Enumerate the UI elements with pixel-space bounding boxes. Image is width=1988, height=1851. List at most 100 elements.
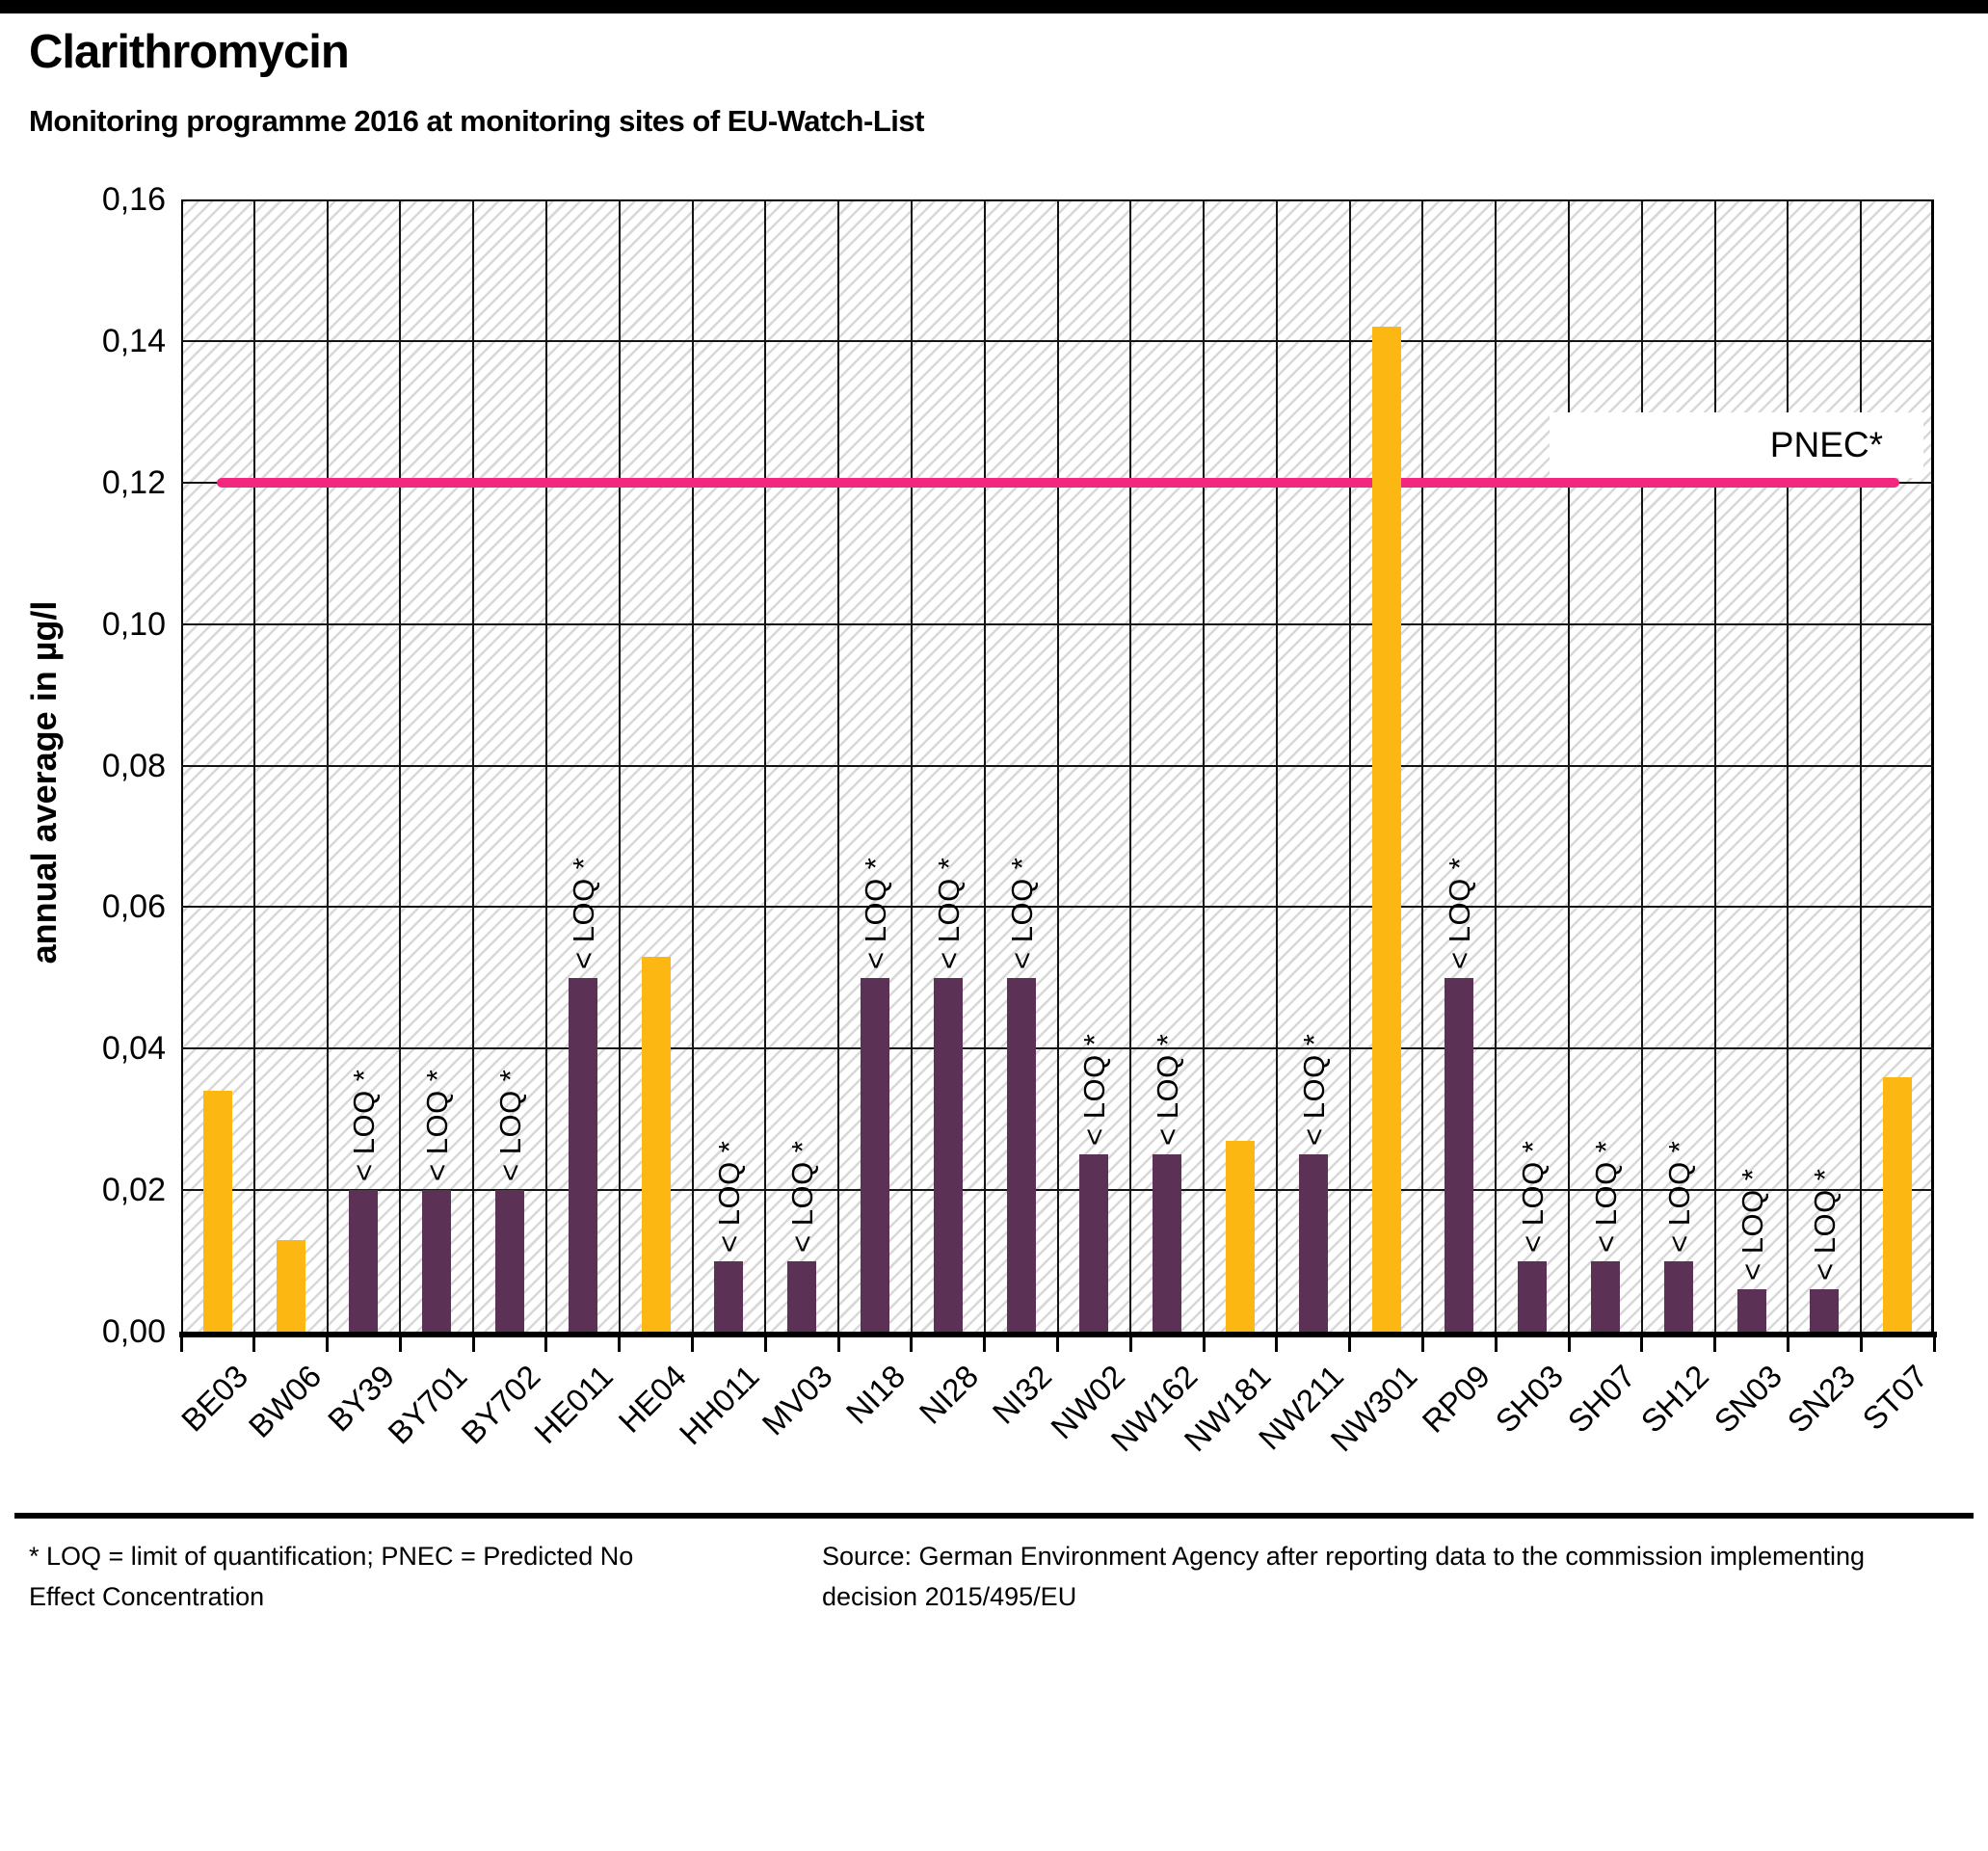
x-axis-tick — [179, 1337, 183, 1352]
x-tick-label-text: SN03 — [1707, 1358, 1789, 1440]
loq-annotation: < LOQ * — [347, 1069, 382, 1182]
x-axis-tick — [763, 1337, 767, 1352]
chart-subtitle: Monitoring programme 2016 at monitoring … — [29, 104, 924, 138]
loq-annotation: < LOQ * — [859, 857, 893, 969]
bar-ST07 — [1883, 1076, 1913, 1332]
bar-SN23 — [1810, 1288, 1840, 1332]
bar-MV03 — [787, 1260, 817, 1332]
x-tick-label-text: ST07 — [1855, 1358, 1935, 1438]
gridline-v — [472, 199, 475, 1332]
loq-annotation: < LOQ * — [566, 857, 600, 969]
gridline-v — [1787, 199, 1789, 1332]
x-tick-label-text: SH03 — [1488, 1358, 1570, 1440]
bar-HE04 — [641, 956, 671, 1332]
x-axis-tick — [1859, 1337, 1863, 1352]
x-tick-label-text: MV03 — [755, 1358, 839, 1442]
bar-SH07 — [1590, 1260, 1620, 1332]
gridline-v — [1640, 199, 1643, 1332]
x-axis-tick — [326, 1337, 330, 1352]
y-tick-label: 0,04 — [101, 1030, 166, 1068]
y-tick-label: 0,14 — [101, 322, 166, 359]
bar-NW301 — [1371, 327, 1401, 1332]
loq-annotation: < LOQ * — [1661, 1140, 1696, 1253]
loq-annotation: < LOQ * — [712, 1140, 747, 1253]
bar-NW211 — [1298, 1154, 1328, 1332]
gridline-v — [1568, 199, 1571, 1332]
source-text: Source: German Environment Agency after … — [822, 1542, 1866, 1611]
x-axis-tick — [618, 1337, 622, 1352]
x-axis-tick — [1640, 1337, 1644, 1352]
x-tick-label-text: BY701 — [381, 1358, 474, 1451]
loq-annotation: < LOQ * — [1296, 1034, 1331, 1147]
bar-NW162 — [1153, 1154, 1182, 1332]
x-tick-label-text: BE03 — [174, 1358, 255, 1439]
x-tick-label-text: SH12 — [1633, 1358, 1716, 1440]
bar-BY39 — [349, 1190, 379, 1332]
gridline-v — [1713, 199, 1716, 1332]
x-axis-tick — [1420, 1337, 1424, 1352]
x-axis-tick — [910, 1337, 914, 1352]
loq-annotation: < LOQ * — [1516, 1140, 1551, 1253]
y-tick-label: 0,00 — [101, 1313, 166, 1350]
x-axis-tick — [836, 1337, 840, 1352]
x-axis-tick — [544, 1337, 548, 1352]
x-axis-line — [179, 1332, 1937, 1337]
x-tick-label-text: NI28 — [912, 1358, 986, 1431]
gridline-v — [764, 199, 767, 1332]
bar-NW02 — [1079, 1154, 1109, 1332]
bar-NI28 — [933, 977, 963, 1332]
bar-SH03 — [1518, 1260, 1548, 1332]
bar-NW181 — [1225, 1140, 1255, 1332]
footer-divider — [14, 1513, 1974, 1519]
loq-annotation: < LOQ * — [1077, 1034, 1112, 1147]
x-axis-tick — [1713, 1337, 1717, 1352]
x-axis-tick — [1567, 1337, 1571, 1352]
bar-BY701 — [422, 1190, 452, 1332]
x-tick-label-text: BW06 — [241, 1358, 329, 1445]
x-tick-label-text: HH011 — [672, 1358, 766, 1452]
loq-annotation: < LOQ * — [1151, 1034, 1185, 1147]
x-axis-tick — [1202, 1337, 1206, 1352]
loq-annotation: < LOQ * — [1735, 1168, 1769, 1281]
gridline-v — [1860, 199, 1863, 1332]
gridline-v — [1421, 199, 1424, 1332]
gridline-v — [618, 199, 621, 1332]
x-axis-tick — [398, 1337, 402, 1352]
gridline-v — [691, 199, 694, 1332]
gridline-v — [544, 199, 547, 1332]
loq-annotation: < LOQ * — [1004, 857, 1039, 969]
loq-annotation: < LOQ * — [1808, 1168, 1842, 1281]
x-tick-label-text: RP09 — [1415, 1358, 1497, 1440]
gridline-v — [1056, 199, 1059, 1332]
x-axis-tick — [983, 1337, 987, 1352]
x-tick-label-text: HE011 — [527, 1358, 621, 1451]
pnec-label: PNEC* — [1550, 411, 1923, 478]
gridline-v — [910, 199, 913, 1332]
x-axis-tick — [1932, 1337, 1936, 1352]
footnote-text: * LOQ = limit of quantification; PNEC = … — [29, 1542, 634, 1611]
gridline-v — [1129, 199, 1132, 1332]
x-axis-tick — [1275, 1337, 1279, 1352]
bar-SH12 — [1663, 1260, 1693, 1332]
bar-BW06 — [276, 1239, 305, 1332]
x-axis-tick — [252, 1337, 256, 1352]
gridline-v — [1495, 199, 1498, 1332]
bar-NI18 — [861, 977, 890, 1332]
y-tick-label: 0,10 — [101, 605, 166, 643]
pnec-line — [217, 477, 1899, 488]
x-axis-tick — [471, 1337, 475, 1352]
gridline-v — [326, 199, 329, 1332]
bar-HH011 — [714, 1260, 744, 1332]
x-tick-label-text: SN23 — [1780, 1358, 1862, 1440]
x-axis-tick — [691, 1337, 695, 1352]
loq-annotation: < LOQ * — [493, 1069, 528, 1182]
y-tick-label: 0,06 — [101, 888, 166, 926]
bar-HE011 — [568, 977, 597, 1332]
loq-annotation: < LOQ * — [420, 1069, 455, 1182]
loq-annotation: < LOQ * — [1588, 1140, 1623, 1253]
bar-RP09 — [1445, 977, 1474, 1332]
page-title: Clarithromycin — [29, 26, 350, 78]
x-axis-tick — [1348, 1337, 1352, 1352]
loq-annotation: < LOQ * — [785, 1140, 820, 1253]
